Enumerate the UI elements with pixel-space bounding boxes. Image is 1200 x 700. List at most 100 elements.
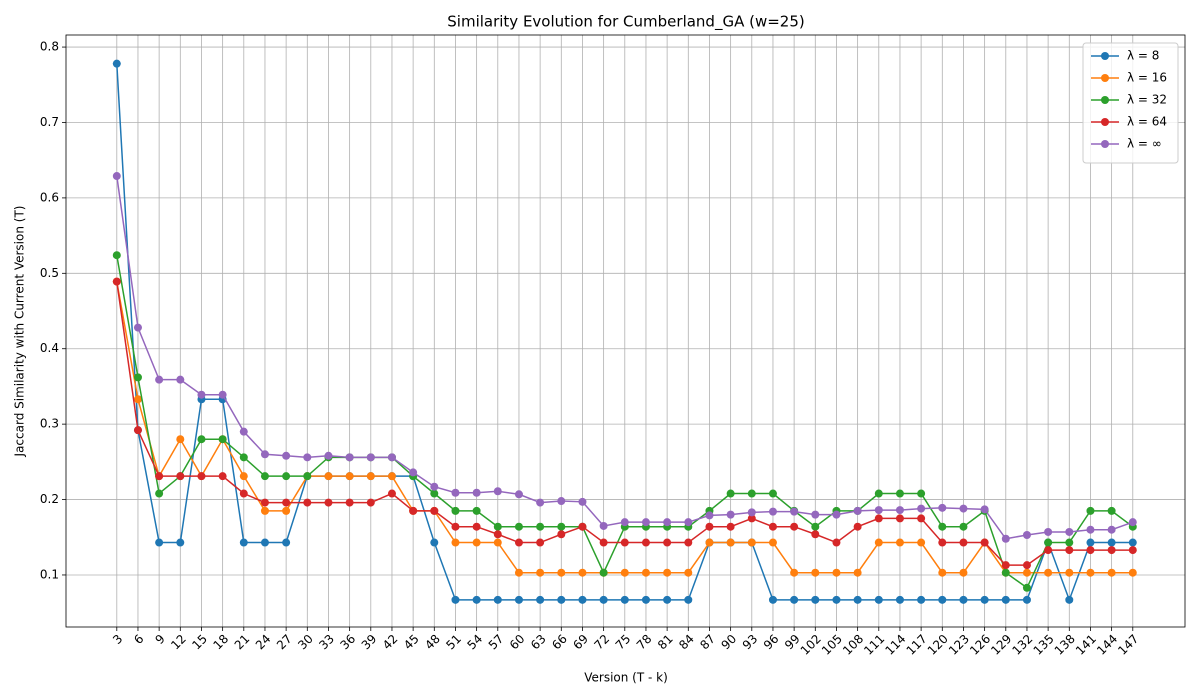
point — [747, 538, 756, 547]
point — [324, 451, 333, 460]
point — [705, 511, 714, 520]
point — [197, 435, 206, 444]
point — [599, 538, 608, 547]
point — [917, 595, 926, 604]
point — [1022, 530, 1031, 539]
point — [917, 504, 926, 513]
point — [282, 506, 291, 515]
point — [345, 453, 354, 462]
point — [1107, 538, 1116, 547]
point — [599, 521, 608, 530]
point — [260, 506, 269, 515]
point — [324, 498, 333, 507]
point — [917, 538, 926, 547]
point — [112, 277, 121, 286]
point — [451, 538, 460, 547]
point — [1065, 595, 1074, 604]
x-tick-label: 129 — [988, 632, 1014, 658]
y-axis-label: Jaccard Similarity with Current Version … — [13, 206, 27, 458]
point — [557, 522, 566, 531]
point — [472, 488, 481, 497]
point — [768, 489, 777, 498]
point — [239, 489, 248, 498]
point — [1086, 525, 1095, 534]
point — [874, 538, 883, 547]
point — [747, 489, 756, 498]
x-tick-label: 63 — [528, 632, 549, 653]
point — [112, 172, 121, 181]
point — [641, 518, 650, 527]
point — [917, 514, 926, 523]
x-tick-label: 45 — [401, 632, 422, 653]
point — [938, 568, 947, 577]
point — [832, 510, 841, 519]
legend-marker — [1101, 52, 1109, 60]
x-tick-label: 72 — [592, 632, 613, 653]
point — [1128, 546, 1137, 555]
point — [1022, 561, 1031, 570]
point — [1001, 561, 1010, 570]
point — [176, 435, 185, 444]
point — [366, 453, 375, 462]
x-tick-label: 54 — [465, 632, 486, 653]
point — [874, 489, 883, 498]
x-tick-label: 42 — [380, 632, 401, 653]
point — [980, 505, 989, 514]
point — [133, 426, 142, 435]
point — [853, 506, 862, 515]
point — [684, 518, 693, 527]
point — [514, 595, 523, 604]
x-tick-label: 96 — [761, 632, 782, 653]
point — [133, 323, 142, 332]
point — [1107, 568, 1116, 577]
point — [1107, 546, 1116, 555]
x-tick-label: 15 — [189, 632, 210, 653]
point — [155, 538, 164, 547]
x-tick-label: 81 — [655, 632, 676, 653]
point — [1065, 546, 1074, 555]
point — [1044, 527, 1053, 536]
point — [811, 568, 820, 577]
point — [959, 568, 968, 577]
point — [514, 538, 523, 547]
legend-marker — [1101, 118, 1109, 126]
point — [620, 595, 629, 604]
point — [853, 522, 862, 531]
x-tick-label: 36 — [338, 632, 359, 653]
x-tick-label: 3 — [110, 632, 125, 647]
x-tick-label: 33 — [316, 632, 337, 653]
x-tick-label: 24 — [253, 632, 274, 653]
point — [938, 595, 947, 604]
point — [536, 538, 545, 547]
point — [430, 506, 439, 515]
point — [684, 538, 693, 547]
point — [1044, 546, 1053, 555]
point — [239, 538, 248, 547]
point — [959, 522, 968, 531]
point — [155, 472, 164, 481]
point — [282, 451, 291, 460]
legend-box — [1082, 42, 1179, 164]
point — [726, 522, 735, 531]
point — [493, 487, 502, 496]
point — [663, 568, 672, 577]
point — [366, 498, 375, 507]
point — [895, 489, 904, 498]
y-tick-label: 0.8 — [40, 40, 59, 54]
x-tick-label: 138 — [1052, 632, 1078, 658]
point — [1128, 518, 1137, 527]
point — [1065, 527, 1074, 536]
point — [790, 507, 799, 516]
point — [980, 538, 989, 547]
point — [260, 498, 269, 507]
x-tick-label: 78 — [634, 632, 655, 653]
point — [684, 568, 693, 577]
point — [895, 514, 904, 523]
point — [536, 595, 545, 604]
point — [1086, 506, 1095, 515]
point — [451, 595, 460, 604]
point — [874, 595, 883, 604]
point — [663, 538, 672, 547]
point — [1001, 534, 1010, 543]
point — [832, 595, 841, 604]
